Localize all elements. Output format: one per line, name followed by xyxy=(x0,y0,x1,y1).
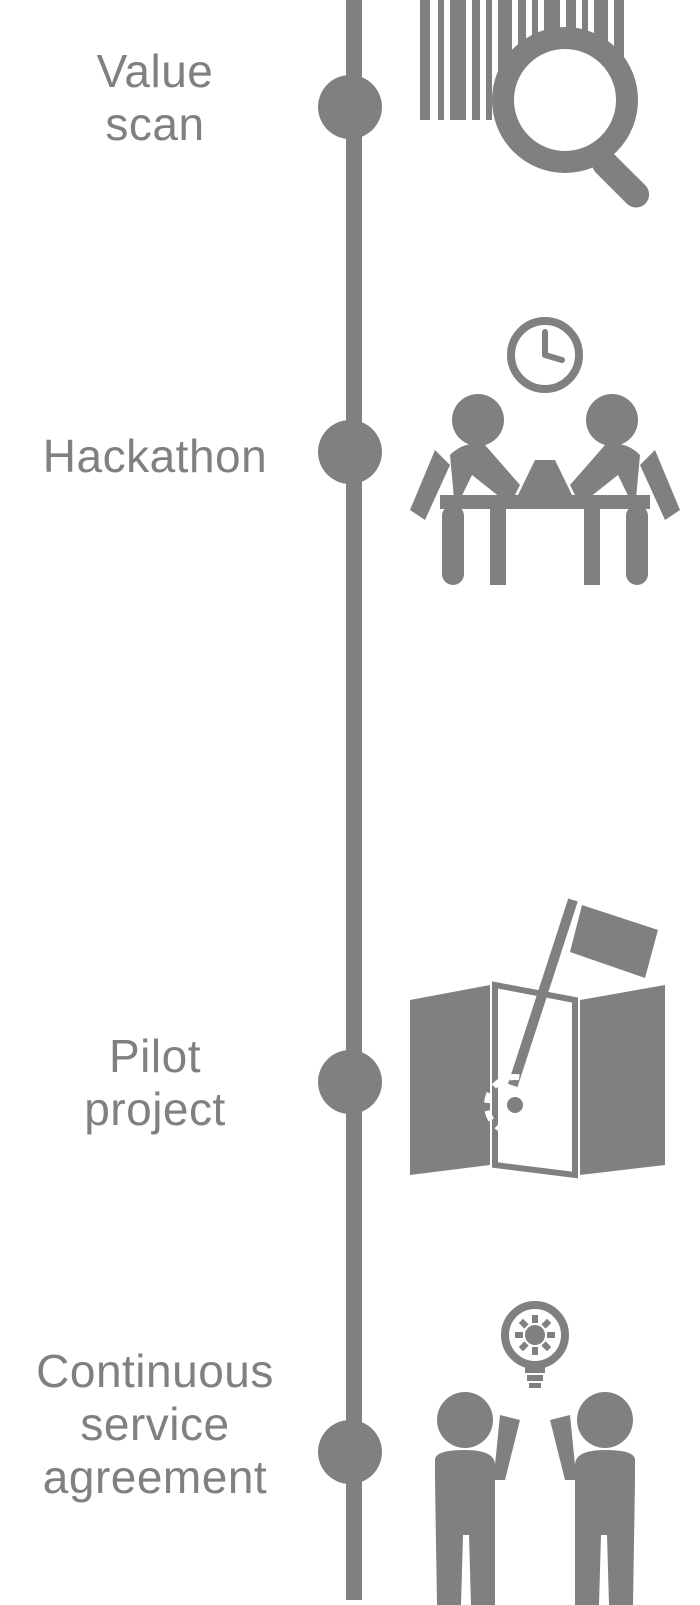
two-people-lightbulb-gear-icon xyxy=(400,1295,670,1605)
two-people-desk-clock-icon xyxy=(400,310,690,590)
timeline-label-hackathon: Hackathon xyxy=(0,430,310,483)
label-line: Pilot xyxy=(109,1030,201,1082)
timeline-label-pilot-project: Pilot project xyxy=(0,1030,310,1136)
label-line: service xyxy=(80,1398,229,1450)
timeline-line xyxy=(346,0,362,1600)
label-line: Value xyxy=(97,45,214,97)
timeline-node-value-scan xyxy=(318,75,382,139)
timeline-node-continuous-service xyxy=(318,1420,382,1484)
timeline-label-value-scan: Value scan xyxy=(0,45,310,151)
timeline-node-pilot-project xyxy=(318,1050,382,1114)
map-flag-icon xyxy=(395,890,685,1180)
timeline-label-continuous-service: Continuous service agreement xyxy=(0,1345,310,1504)
barcode-magnifier-icon xyxy=(395,0,675,210)
timeline-node-hackathon xyxy=(318,420,382,484)
label-line: agreement xyxy=(43,1451,267,1503)
label-line: Hackathon xyxy=(43,430,267,482)
label-line: project xyxy=(84,1083,226,1135)
label-line: Continuous xyxy=(36,1345,274,1397)
label-line: scan xyxy=(105,98,204,150)
